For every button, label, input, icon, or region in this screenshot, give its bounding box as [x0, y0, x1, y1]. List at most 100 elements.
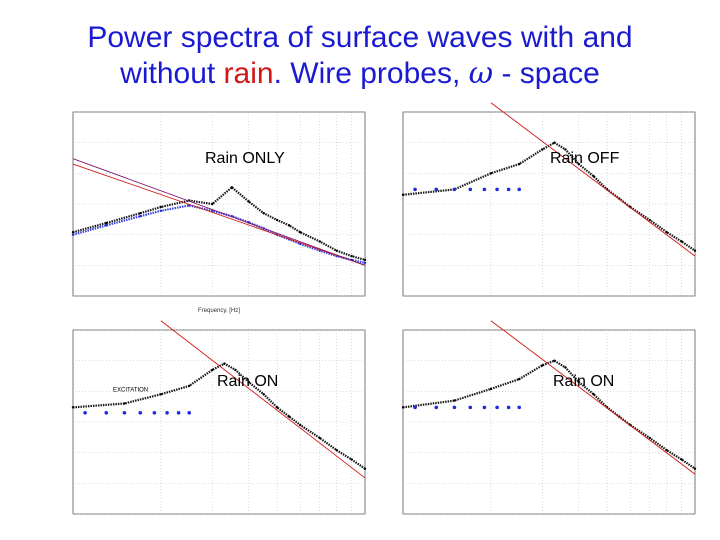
series-0 — [71, 362, 367, 470]
data-point — [299, 231, 302, 234]
data-point — [275, 406, 279, 409]
chart-svg — [401, 102, 697, 297]
fit-line — [490, 320, 696, 475]
series-2 — [413, 187, 521, 192]
data-point — [363, 467, 367, 470]
data-point — [262, 393, 265, 396]
data-point — [680, 240, 683, 243]
fit-line — [490, 102, 696, 257]
data-point — [159, 209, 163, 213]
data-point — [211, 368, 214, 372]
data-point — [247, 200, 251, 203]
data-point — [665, 231, 668, 234]
series-2 — [72, 163, 366, 266]
data-point — [553, 141, 556, 144]
data-point — [363, 261, 367, 265]
title-line-2a: without — [120, 57, 224, 90]
title-line-2c: - space — [493, 57, 600, 90]
marker-point — [506, 405, 511, 410]
plot-frame — [402, 111, 696, 297]
data-point — [648, 436, 651, 440]
series-1 — [160, 320, 366, 479]
marker-point — [413, 405, 417, 410]
title-line-2b: . Wire probes, — [273, 57, 469, 90]
data-point — [71, 231, 75, 234]
data-point — [123, 402, 126, 405]
data-point — [211, 202, 214, 206]
data-point — [299, 423, 302, 427]
title-line-1: Power spectra of surface waves with and — [87, 21, 633, 54]
fit-line — [72, 163, 366, 266]
data-point — [159, 205, 163, 209]
plot-frame — [402, 329, 696, 515]
data-point — [223, 362, 226, 365]
data-point — [187, 384, 191, 388]
chart-panel-rain-only: Frequency, [Hz] Rain ONLY — [55, 100, 380, 315]
marker-point — [413, 187, 417, 192]
plot-frame — [72, 111, 366, 297]
chart-svg: Frequency, [Hz] — [71, 111, 367, 314]
marker-point — [434, 405, 439, 410]
panel-label: Rain ON — [217, 373, 279, 390]
chart-panel-rain-on-right: Rain ON — [385, 318, 710, 533]
series-3 — [72, 158, 366, 266]
data-point — [564, 148, 567, 151]
panel-label: Rain ON — [553, 373, 615, 390]
data-point — [553, 359, 556, 362]
fit-line — [160, 320, 366, 479]
annotation-label: EXCITATION — [113, 387, 148, 393]
marker-point — [152, 410, 157, 415]
data-point — [275, 218, 279, 222]
spectrum-trace — [402, 141, 696, 252]
panel-label: Rain ONLY — [205, 150, 285, 167]
data-point — [592, 393, 595, 396]
title-rain-word: rain — [223, 57, 274, 90]
data-point — [517, 377, 521, 381]
series-1 — [490, 320, 696, 475]
marker-point — [517, 405, 521, 410]
marker-point — [482, 187, 487, 192]
chart-panel-rain-on-left: EXCITATION Rain ON — [55, 318, 380, 533]
data-point — [577, 380, 581, 384]
marker-point — [165, 410, 169, 415]
data-point — [680, 458, 683, 461]
title-omega: ω — [468, 56, 494, 91]
spectrum-trace — [72, 185, 366, 261]
data-point — [564, 366, 567, 369]
data-point — [335, 449, 338, 452]
data-point — [71, 233, 75, 236]
marker-point — [517, 187, 521, 192]
marker-point — [468, 187, 473, 192]
fit-line — [72, 158, 366, 266]
data-point — [363, 258, 367, 262]
data-point — [105, 224, 108, 227]
marker-point — [452, 187, 457, 192]
chart-svg: EXCITATION — [71, 320, 367, 515]
data-point — [693, 467, 697, 470]
data-point — [401, 406, 405, 409]
spectrum-trace — [402, 359, 696, 470]
data-point — [287, 415, 291, 418]
data-point — [234, 368, 237, 372]
marker-point — [468, 405, 473, 410]
marker-point — [495, 405, 499, 410]
panel-label: Rain OFF — [550, 150, 620, 167]
data-point — [230, 186, 234, 189]
data-point — [453, 399, 456, 402]
spectrum-trace — [72, 362, 366, 470]
chart-svg — [401, 320, 697, 515]
data-point — [318, 436, 321, 440]
data-point — [139, 212, 142, 215]
data-point — [335, 249, 338, 252]
marker-point — [495, 187, 499, 192]
data-point — [105, 221, 108, 225]
marker-point — [138, 410, 143, 415]
data-point — [648, 218, 651, 222]
marker-point — [434, 187, 439, 192]
data-point — [541, 364, 544, 367]
plot-frame — [72, 329, 366, 515]
marker-point — [122, 410, 127, 415]
data-point — [577, 162, 581, 166]
data-point — [262, 212, 265, 215]
data-point — [693, 249, 697, 252]
